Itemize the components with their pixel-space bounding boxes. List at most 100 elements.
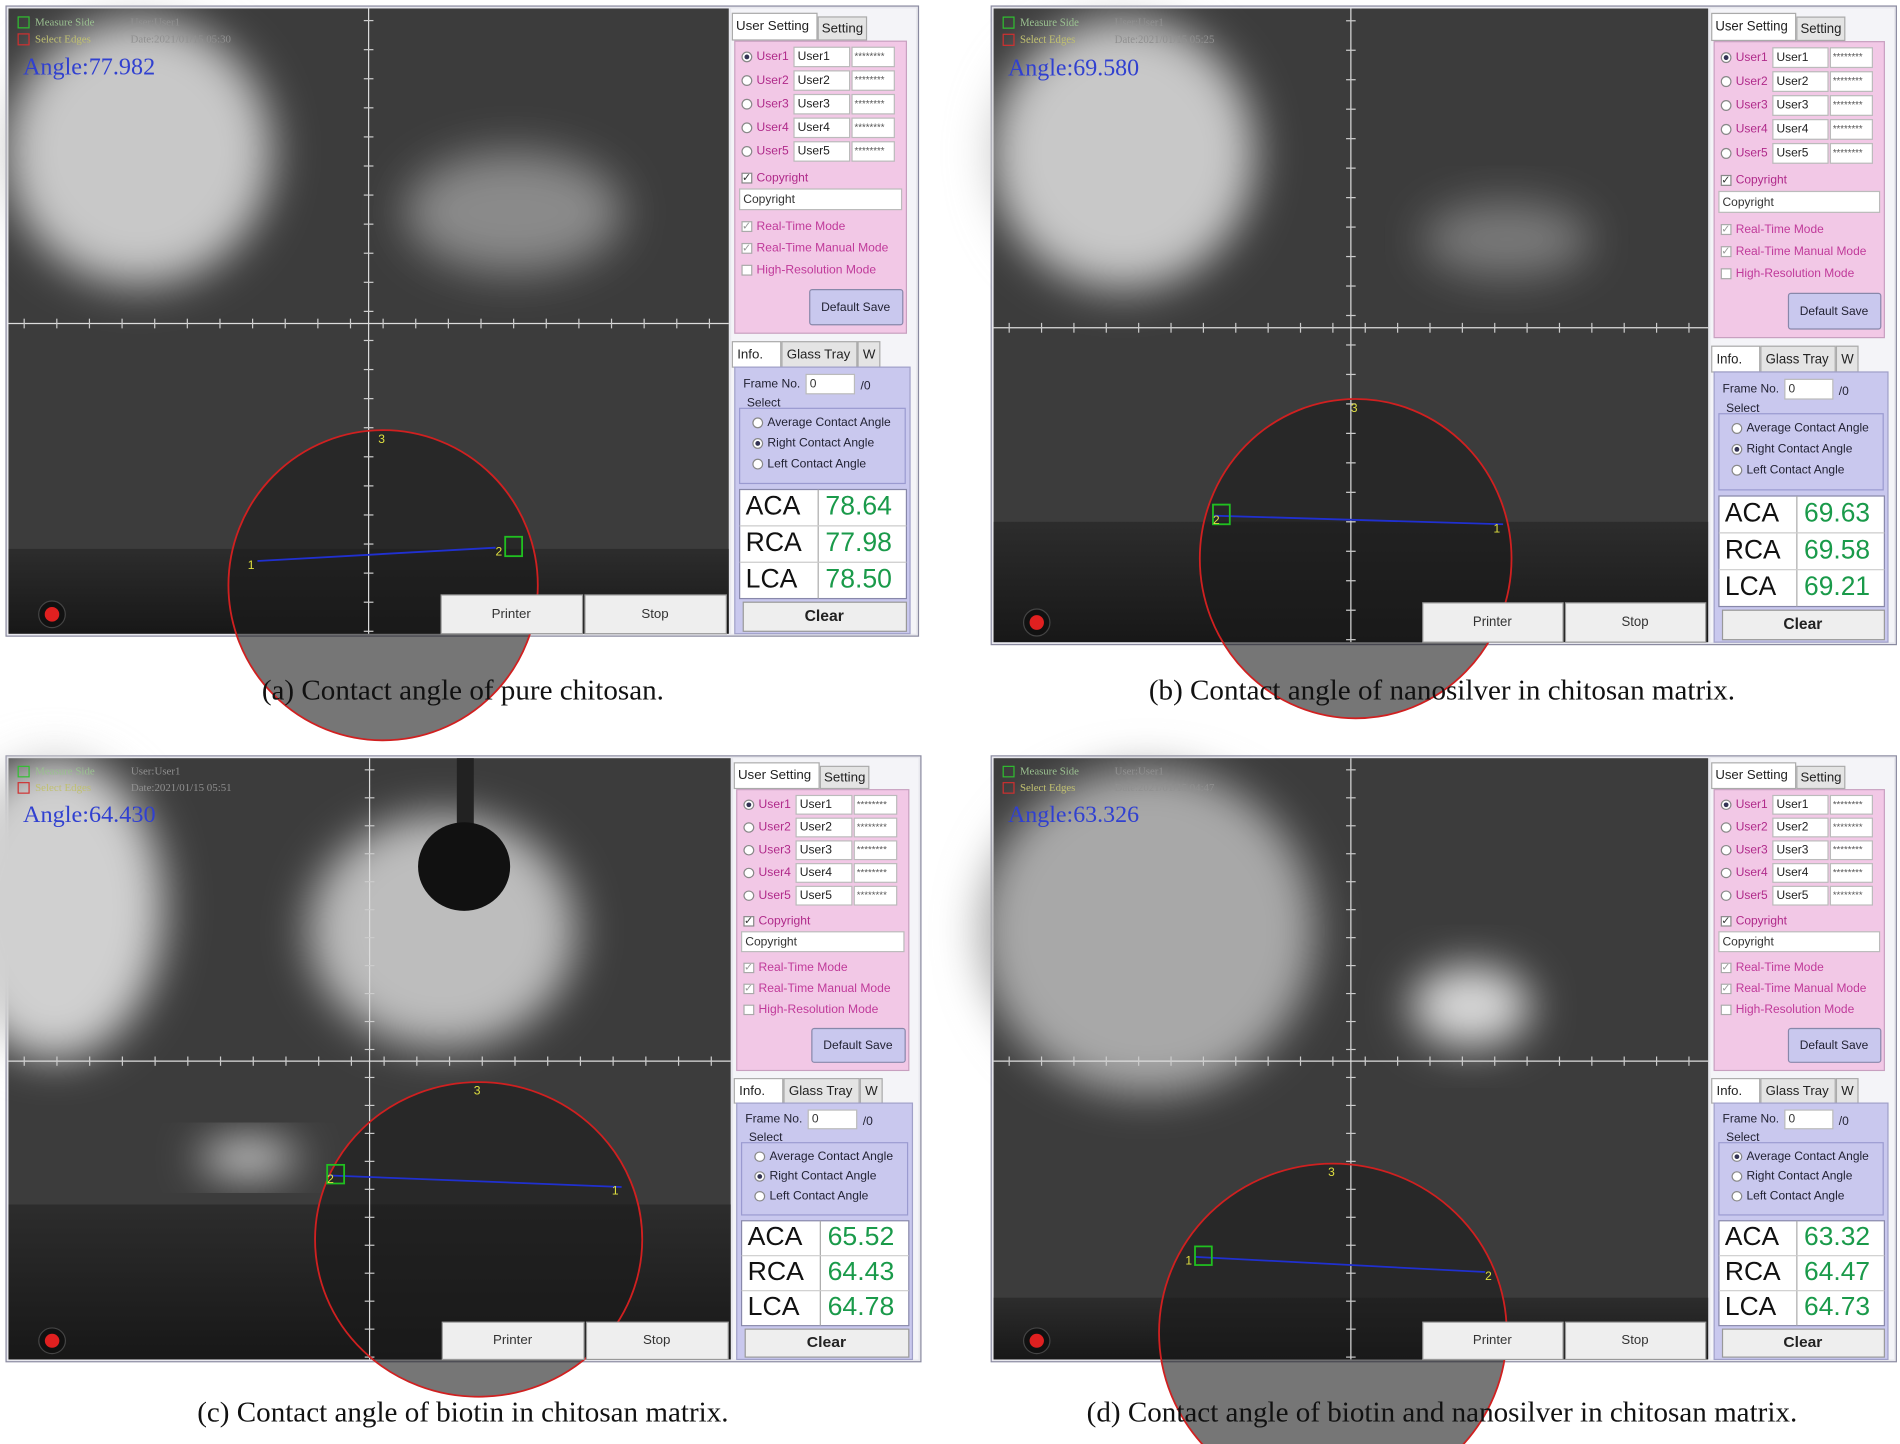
tab[interactable] (819, 765, 870, 790)
input[interactable] (1784, 1109, 1834, 1130)
radio[interactable] (1731, 1191, 1743, 1202)
radio[interactable] (1720, 147, 1732, 159)
checkbox[interactable] (741, 264, 753, 276)
radio[interactable] (743, 867, 755, 879)
tab-label[interactable]: Info. (737, 347, 763, 362)
radio[interactable] (1720, 123, 1732, 135)
input[interactable] (853, 794, 898, 815)
radio[interactable] (743, 890, 755, 901)
radio-dot[interactable] (744, 54, 750, 60)
button-label[interactable]: Default Save (823, 1038, 893, 1052)
tab-label[interactable]: W (1841, 1083, 1854, 1098)
radio-dot[interactable] (755, 441, 761, 446)
tab-label[interactable]: Glass Tray (787, 347, 851, 362)
button-label[interactable]: Clear (805, 608, 844, 625)
button[interactable] (1422, 1321, 1564, 1361)
radio[interactable] (752, 417, 764, 429)
input[interactable] (793, 117, 851, 139)
button-label[interactable]: Default Save (1800, 1038, 1869, 1052)
button[interactable] (742, 601, 908, 632)
tab[interactable] (783, 1078, 860, 1104)
input[interactable] (1772, 71, 1829, 93)
input[interactable] (1772, 817, 1829, 838)
input[interactable] (805, 373, 856, 395)
input[interactable] (793, 46, 851, 68)
input[interactable] (1772, 885, 1829, 906)
tab[interactable] (731, 12, 818, 41)
button[interactable] (1721, 609, 1885, 641)
checkbox[interactable] (1720, 1004, 1732, 1016)
input[interactable] (1829, 47, 1873, 69)
radio[interactable] (1720, 867, 1732, 879)
checkbox[interactable] (743, 1004, 755, 1016)
input[interactable] (851, 141, 895, 162)
record-dot[interactable] (44, 1333, 60, 1348)
button[interactable] (440, 594, 584, 635)
button[interactable] (811, 1027, 906, 1063)
tab[interactable] (817, 16, 868, 41)
radio[interactable] (1731, 464, 1743, 476)
input[interactable] (795, 794, 853, 815)
input[interactable] (851, 93, 895, 115)
radio[interactable] (741, 75, 753, 87)
input[interactable] (1772, 95, 1829, 116)
input[interactable] (851, 46, 895, 68)
tab-label[interactable]: Setting (1800, 770, 1841, 785)
input[interactable] (853, 840, 898, 861)
input[interactable] (793, 141, 851, 162)
radio[interactable] (743, 844, 755, 856)
button-label[interactable]: Clear (1783, 1334, 1822, 1351)
input[interactable] (851, 117, 895, 139)
input[interactable] (1718, 190, 1881, 213)
checkbox[interactable] (743, 916, 755, 927)
tab[interactable] (1760, 345, 1836, 373)
tab-label[interactable]: User Setting (736, 18, 809, 33)
input[interactable] (853, 885, 898, 906)
checkbox[interactable] (743, 962, 755, 974)
button-label[interactable]: Printer (493, 1332, 533, 1347)
checkbox[interactable] (1720, 224, 1732, 236)
button[interactable] (1787, 292, 1882, 330)
checkbox[interactable] (741, 172, 753, 184)
tab-label[interactable]: User Setting (738, 767, 811, 782)
input[interactable] (793, 70, 851, 91)
radio[interactable] (1720, 844, 1732, 856)
button-label[interactable]: Default Save (821, 300, 890, 314)
checkbox[interactable] (1720, 983, 1732, 995)
checkbox[interactable] (741, 242, 753, 254)
tab[interactable] (1711, 345, 1761, 373)
input[interactable] (807, 1109, 858, 1130)
radio-dot[interactable] (757, 1174, 763, 1179)
tab-label[interactable]: W (865, 1083, 878, 1098)
button[interactable] (584, 594, 727, 635)
tab-label[interactable]: Setting (824, 770, 865, 785)
button-label[interactable]: Stop (1621, 1332, 1648, 1347)
tab-label[interactable]: W (863, 347, 876, 362)
record-dot[interactable] (1029, 615, 1044, 630)
radio-dot[interactable] (1723, 802, 1729, 808)
button-label[interactable]: Default Save (1800, 304, 1869, 318)
input[interactable] (793, 93, 851, 115)
tab-label[interactable]: User Setting (1715, 767, 1788, 782)
tab[interactable] (1796, 16, 1846, 42)
tab-label[interactable]: Setting (1800, 21, 1841, 36)
radio[interactable] (1720, 99, 1732, 112)
radio-dot[interactable] (1734, 446, 1740, 452)
input[interactable] (851, 70, 895, 91)
tab-label[interactable]: W (1841, 351, 1854, 366)
button[interactable] (744, 1328, 910, 1358)
input[interactable] (1718, 931, 1881, 953)
button-label[interactable]: Clear (1783, 616, 1822, 633)
input[interactable] (853, 817, 898, 838)
button[interactable] (809, 288, 904, 326)
radio[interactable] (752, 458, 764, 470)
radio-dot[interactable] (1734, 1154, 1740, 1160)
radio-dot[interactable] (746, 802, 752, 808)
input[interactable] (1829, 863, 1873, 883)
tab-label[interactable]: Info. (739, 1083, 765, 1098)
radio[interactable] (754, 1151, 766, 1162)
radio[interactable] (743, 822, 755, 833)
checkbox[interactable] (741, 221, 753, 233)
input[interactable] (1829, 95, 1873, 116)
checkbox[interactable] (1720, 962, 1732, 974)
